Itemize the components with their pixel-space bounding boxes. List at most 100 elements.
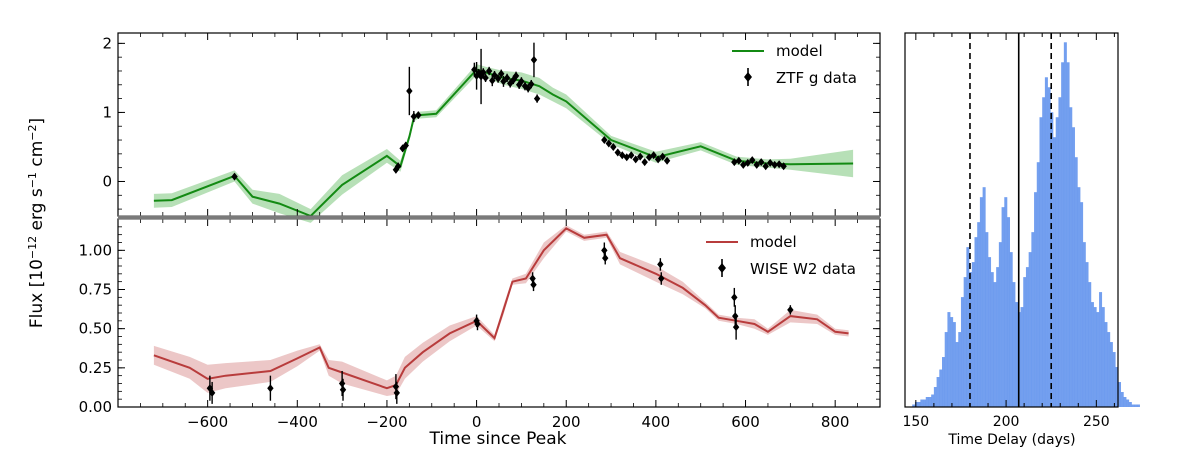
- hist-bar: [993, 282, 997, 407]
- top-data-point: [528, 79, 535, 89]
- bottom-marker: [339, 385, 347, 394]
- hist-bar: [1123, 397, 1127, 407]
- hist-bar: [1063, 42, 1067, 407]
- histogram-panel: 150 200 250: [902, 32, 1140, 430]
- hist-bar: [977, 222, 981, 407]
- bottom-data-point: [732, 305, 739, 328]
- hist-bar: [912, 404, 916, 407]
- top-data-point: [744, 158, 751, 167]
- hist-bar: [1009, 252, 1013, 407]
- top-marker: [498, 69, 505, 78]
- top-data-point: [512, 71, 520, 80]
- top-data-point: [762, 162, 769, 171]
- x-axis-label: Time since Peak: [429, 429, 567, 449]
- top-marker: [533, 94, 541, 103]
- hist-bar: [1034, 192, 1038, 407]
- top-data-point: [533, 94, 541, 103]
- bottom-legend: model WISE W2 data: [706, 233, 856, 278]
- hist-bar: [1039, 117, 1043, 407]
- bottom-data-point: [393, 381, 401, 404]
- bottom-marker: [393, 388, 401, 397]
- top-marker: [735, 156, 743, 165]
- hist-bar: [1088, 282, 1092, 407]
- hist-bar: [1036, 162, 1040, 407]
- bottom-marker: [530, 280, 537, 289]
- hist-bar: [958, 332, 962, 407]
- top-data-point: [619, 151, 626, 160]
- bottom-marker: [657, 260, 664, 269]
- top-data-point: [410, 111, 418, 123]
- top-legend: model ZTF g data: [732, 42, 857, 87]
- hist-bar: [1047, 87, 1051, 407]
- top-marker: [410, 112, 418, 121]
- legend-top-model-label: model: [776, 42, 823, 60]
- hist-bar: [950, 317, 954, 407]
- top-data-point: [498, 69, 505, 78]
- hist-bar: [944, 332, 948, 407]
- bottom-marker: [208, 388, 216, 397]
- hist-bar: [969, 272, 973, 407]
- top-marker: [406, 87, 413, 96]
- hist-bar: [1134, 404, 1138, 407]
- top-data-point: [231, 172, 238, 181]
- hist-xtick-label: 200: [993, 414, 1020, 430]
- top-data-point: [780, 162, 787, 171]
- bottom-data-point: [602, 251, 609, 265]
- bottom-data-point: [658, 272, 665, 285]
- top-data-point: [610, 142, 617, 151]
- hist-bar: [985, 232, 989, 407]
- top-marker: [512, 71, 520, 80]
- top-data-point: [415, 111, 422, 120]
- top-data-point: [524, 84, 532, 93]
- top-marker: [654, 155, 662, 164]
- top-marker: [636, 152, 644, 161]
- hist-bar: [925, 397, 929, 407]
- hist-bar: [1093, 307, 1097, 407]
- bottom-marker: [601, 246, 608, 255]
- hist-bar: [1090, 302, 1094, 407]
- ylabel-exp3: −2: [26, 125, 39, 141]
- top-data-point: [628, 151, 635, 160]
- top-marker: [753, 160, 760, 169]
- top-data-point: [518, 77, 525, 86]
- bottom-panel: 0.00 0.25 0.50 0.75 1.00 −600 −400 −200 0 200 400 6…: [79, 218, 881, 431]
- bottom-xtick-label: 400: [642, 413, 671, 431]
- top-marker: [494, 74, 502, 83]
- bottom-data-point: [208, 381, 216, 404]
- top-marker: [762, 162, 769, 171]
- hist-bar: [1001, 207, 1005, 407]
- top-data-point: [753, 160, 760, 169]
- hist-bar: [923, 399, 927, 407]
- hist-bar: [1055, 117, 1059, 407]
- hist-bar: [914, 402, 918, 407]
- bottom-data-point: [267, 375, 274, 401]
- y-axis-label: Flux [10−12 erg s−1 cm−2]: [26, 118, 48, 328]
- hist-bar: [1096, 312, 1100, 407]
- bottom-xtick-label: −200: [366, 413, 407, 431]
- hist-bar: [952, 322, 956, 407]
- top-data-point: [510, 75, 517, 85]
- top-marker: [510, 75, 517, 84]
- hist-xtick-label: 150: [902, 414, 929, 430]
- top-marker: [402, 141, 409, 150]
- hist-bar: [1101, 307, 1105, 407]
- top-marker: [610, 142, 617, 151]
- bottom-data-point: [530, 278, 537, 292]
- top-ytick-label: 2: [102, 34, 112, 52]
- hist-bar: [1004, 197, 1008, 407]
- top-marker: [641, 158, 648, 167]
- hist-frame: [904, 32, 1119, 408]
- hist-bar: [963, 277, 967, 407]
- hist-bar: [1131, 404, 1135, 407]
- top-marker: [632, 155, 639, 164]
- bottom-marker: [338, 379, 346, 388]
- bottom-marker: [267, 384, 274, 393]
- bottom-data-point: [787, 305, 794, 315]
- hist-bar: [996, 267, 1000, 407]
- top-marker: [659, 152, 666, 161]
- hist-bar: [998, 242, 1002, 407]
- legend-bot-data-label: WISE W2 data: [750, 260, 856, 278]
- legend-top-data-label: ZTF g data: [776, 69, 857, 87]
- bottom-ytick-label: 1.00: [79, 241, 112, 259]
- hist-bar: [1025, 267, 1029, 407]
